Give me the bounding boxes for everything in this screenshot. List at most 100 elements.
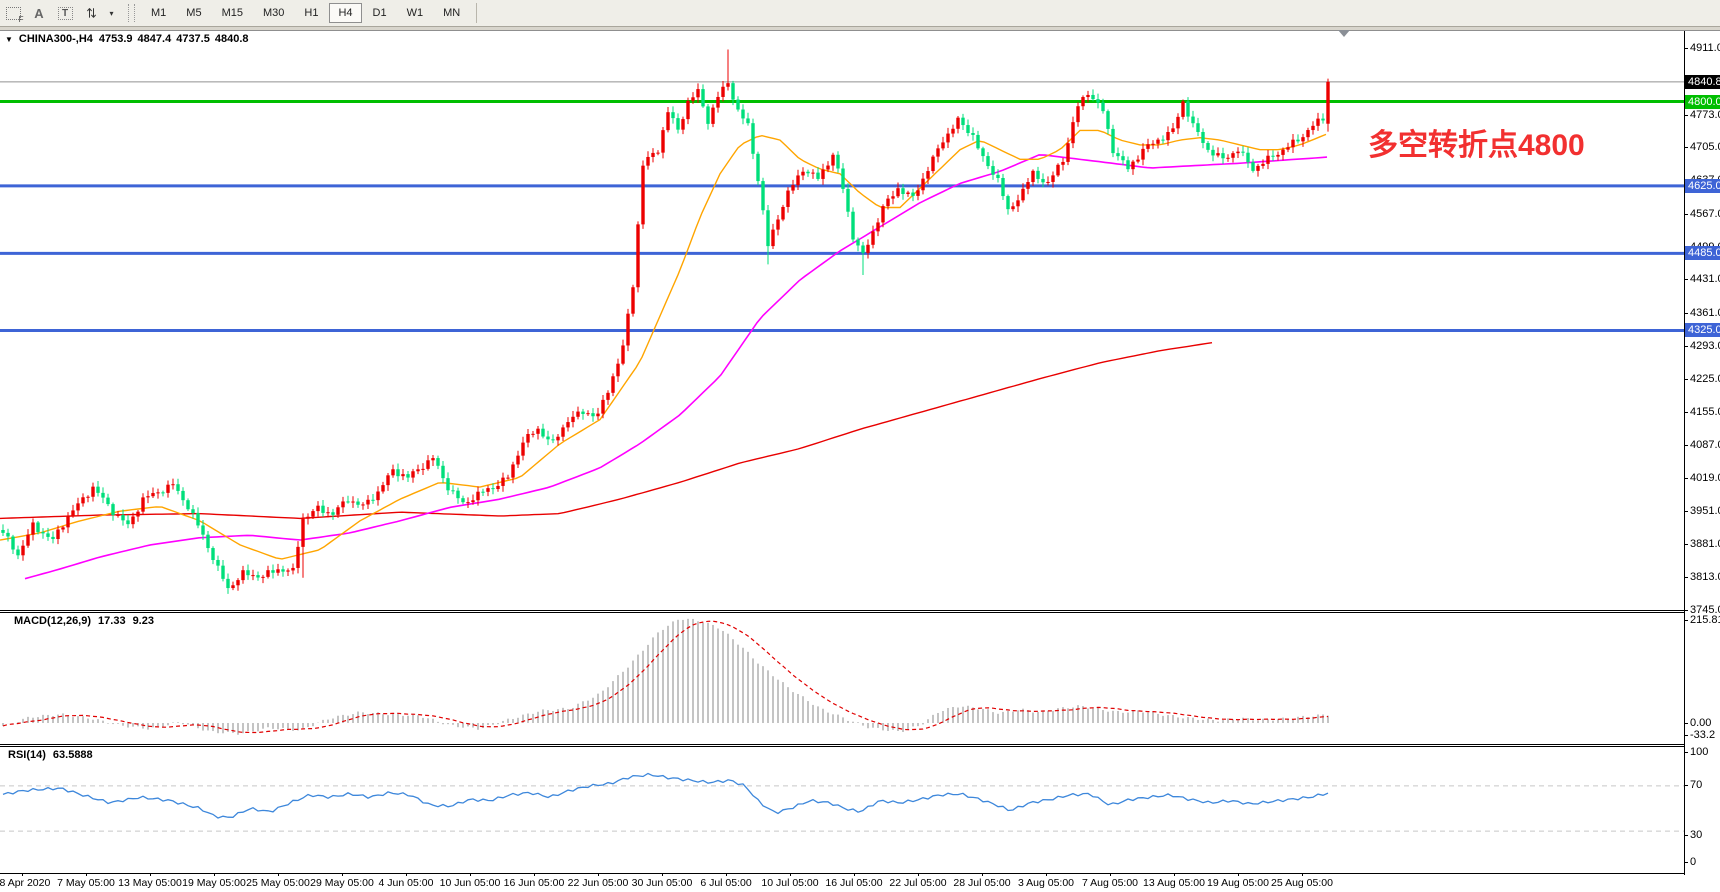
timeframe-button-M15[interactable]: M15 xyxy=(221,7,243,19)
candle-body xyxy=(176,484,180,491)
candle-body xyxy=(116,514,120,516)
candle-body xyxy=(1206,142,1210,150)
toolbar: F A T ⇄ ▾ M1 M5 M15 M30 H1 H4 D1 W1 MN xyxy=(0,0,1720,27)
candle-body xyxy=(476,491,480,501)
candle-body xyxy=(151,493,155,497)
candle-body xyxy=(146,496,150,498)
fibonacci-tool-icon[interactable]: F xyxy=(1,3,25,24)
price-badge-4800.0: 4800.0 xyxy=(1685,94,1720,109)
candle-body xyxy=(1146,144,1150,149)
time-tick-mark xyxy=(598,873,599,876)
candle-body xyxy=(236,580,240,586)
text-box-tool-icon[interactable]: T xyxy=(53,3,77,24)
dashed-box-icon: F xyxy=(5,6,24,24)
arrows-tool-icon[interactable]: ⇄ xyxy=(79,3,103,24)
candle-body xyxy=(451,490,455,492)
candle-body xyxy=(246,570,250,576)
candle-body xyxy=(606,392,610,400)
panel-separator-rsi[interactable] xyxy=(0,744,1720,747)
candle-body xyxy=(16,549,20,556)
candle-body xyxy=(801,171,805,176)
indicator-tick-mark xyxy=(1684,735,1688,736)
candle-body xyxy=(586,413,590,415)
candle-body xyxy=(286,570,290,572)
rsi-panel-canvas[interactable] xyxy=(0,746,1684,873)
candle-body xyxy=(946,133,950,143)
time-label: 28 Apr 2020 xyxy=(0,877,51,889)
timeframe-button-M1[interactable]: M1 xyxy=(151,7,167,19)
candle-body xyxy=(111,504,115,515)
candle-body xyxy=(851,211,855,240)
candle-body xyxy=(986,156,990,167)
chart-annotation-text[interactable]: 多空转折点4800 xyxy=(1368,129,1585,162)
text-tool-glyph: A xyxy=(34,5,44,21)
candle-body xyxy=(1176,116,1180,129)
candle-body xyxy=(666,112,670,131)
macd-panel-canvas[interactable] xyxy=(0,612,1684,744)
price-axis[interactable] xyxy=(1684,31,1720,875)
candle-body xyxy=(966,125,970,133)
candle-body xyxy=(301,518,305,547)
timeframe-button-M5[interactable]: M5 xyxy=(186,7,202,19)
candle-body xyxy=(296,546,300,568)
main-chart-canvas[interactable] xyxy=(0,31,1684,610)
price-badge-4840.8: 4840.8 xyxy=(1685,74,1720,89)
ma-slow-line[interactable] xyxy=(0,342,1213,520)
candle-body xyxy=(156,492,160,494)
time-tick-mark xyxy=(1238,873,1239,876)
candle-body xyxy=(1106,111,1110,129)
price-tick-label: 4773.0 xyxy=(1690,108,1720,121)
time-label: 16 Jun 05:00 xyxy=(503,877,565,889)
candle-body xyxy=(1171,128,1175,132)
candle-body xyxy=(406,474,410,478)
candle-body xyxy=(441,465,445,479)
candle-body xyxy=(1326,81,1330,124)
toolbar-grip[interactable] xyxy=(128,4,135,22)
candle-body xyxy=(621,345,625,364)
indicator-tick-mark xyxy=(1684,723,1688,724)
candle-body xyxy=(1276,154,1280,157)
candle-body xyxy=(1186,101,1190,117)
time-tick-mark xyxy=(726,873,727,876)
candle-body xyxy=(901,188,905,195)
price-tick-mark xyxy=(1684,345,1688,347)
candle-body xyxy=(716,96,720,108)
scroll-to-end-marker[interactable] xyxy=(1338,30,1350,37)
macd-value: 17.33 xyxy=(98,615,126,627)
candle-body xyxy=(101,492,105,498)
candle-body xyxy=(471,500,475,503)
candle-body xyxy=(161,492,165,494)
candle-body xyxy=(821,169,825,179)
timeframe-bar: M1 M5 M15 M30 H1 H4 D1 W1 MN xyxy=(141,3,470,23)
timeframe-button-W1[interactable]: W1 xyxy=(406,7,424,19)
candle-body xyxy=(211,548,215,560)
candle-body xyxy=(421,468,425,470)
symbol-dropdown-caret[interactable]: ▼ xyxy=(5,34,13,44)
text-label-tool-icon[interactable]: A xyxy=(27,3,51,24)
rsi-name: RSI(14) xyxy=(8,749,46,761)
candle-body xyxy=(571,416,575,423)
candle-body xyxy=(251,575,255,577)
time-tick-mark xyxy=(342,873,343,876)
rsi-line[interactable] xyxy=(2,772,1329,819)
timeframe-button-D1[interactable]: D1 xyxy=(372,7,387,19)
candle-body xyxy=(181,490,185,501)
candle-body xyxy=(1211,149,1215,156)
indicator-tick-label: 100 xyxy=(1690,746,1709,758)
time-label: 3 Aug 05:00 xyxy=(1017,877,1075,889)
timeframe-button-MN[interactable]: MN xyxy=(443,7,461,19)
time-tick-mark xyxy=(470,873,471,876)
candle-body xyxy=(1056,164,1060,176)
timeframe-button-H1[interactable]: H1 xyxy=(304,7,319,19)
ma-fast-line[interactable] xyxy=(0,129,1327,560)
macd-signal-line[interactable] xyxy=(2,620,1329,734)
candle-body xyxy=(481,491,485,493)
ma-mid-line[interactable] xyxy=(24,154,1328,580)
time-label: 4 Jun 05:00 xyxy=(378,877,434,889)
panel-separator-macd[interactable] xyxy=(0,610,1720,613)
timeframe-button-M30[interactable]: M30 xyxy=(262,7,285,19)
arrows-dropdown-caret[interactable]: ▾ xyxy=(105,3,117,24)
candle-body xyxy=(1121,156,1125,161)
timeframe-button-H4[interactable]: H4 xyxy=(329,3,362,23)
